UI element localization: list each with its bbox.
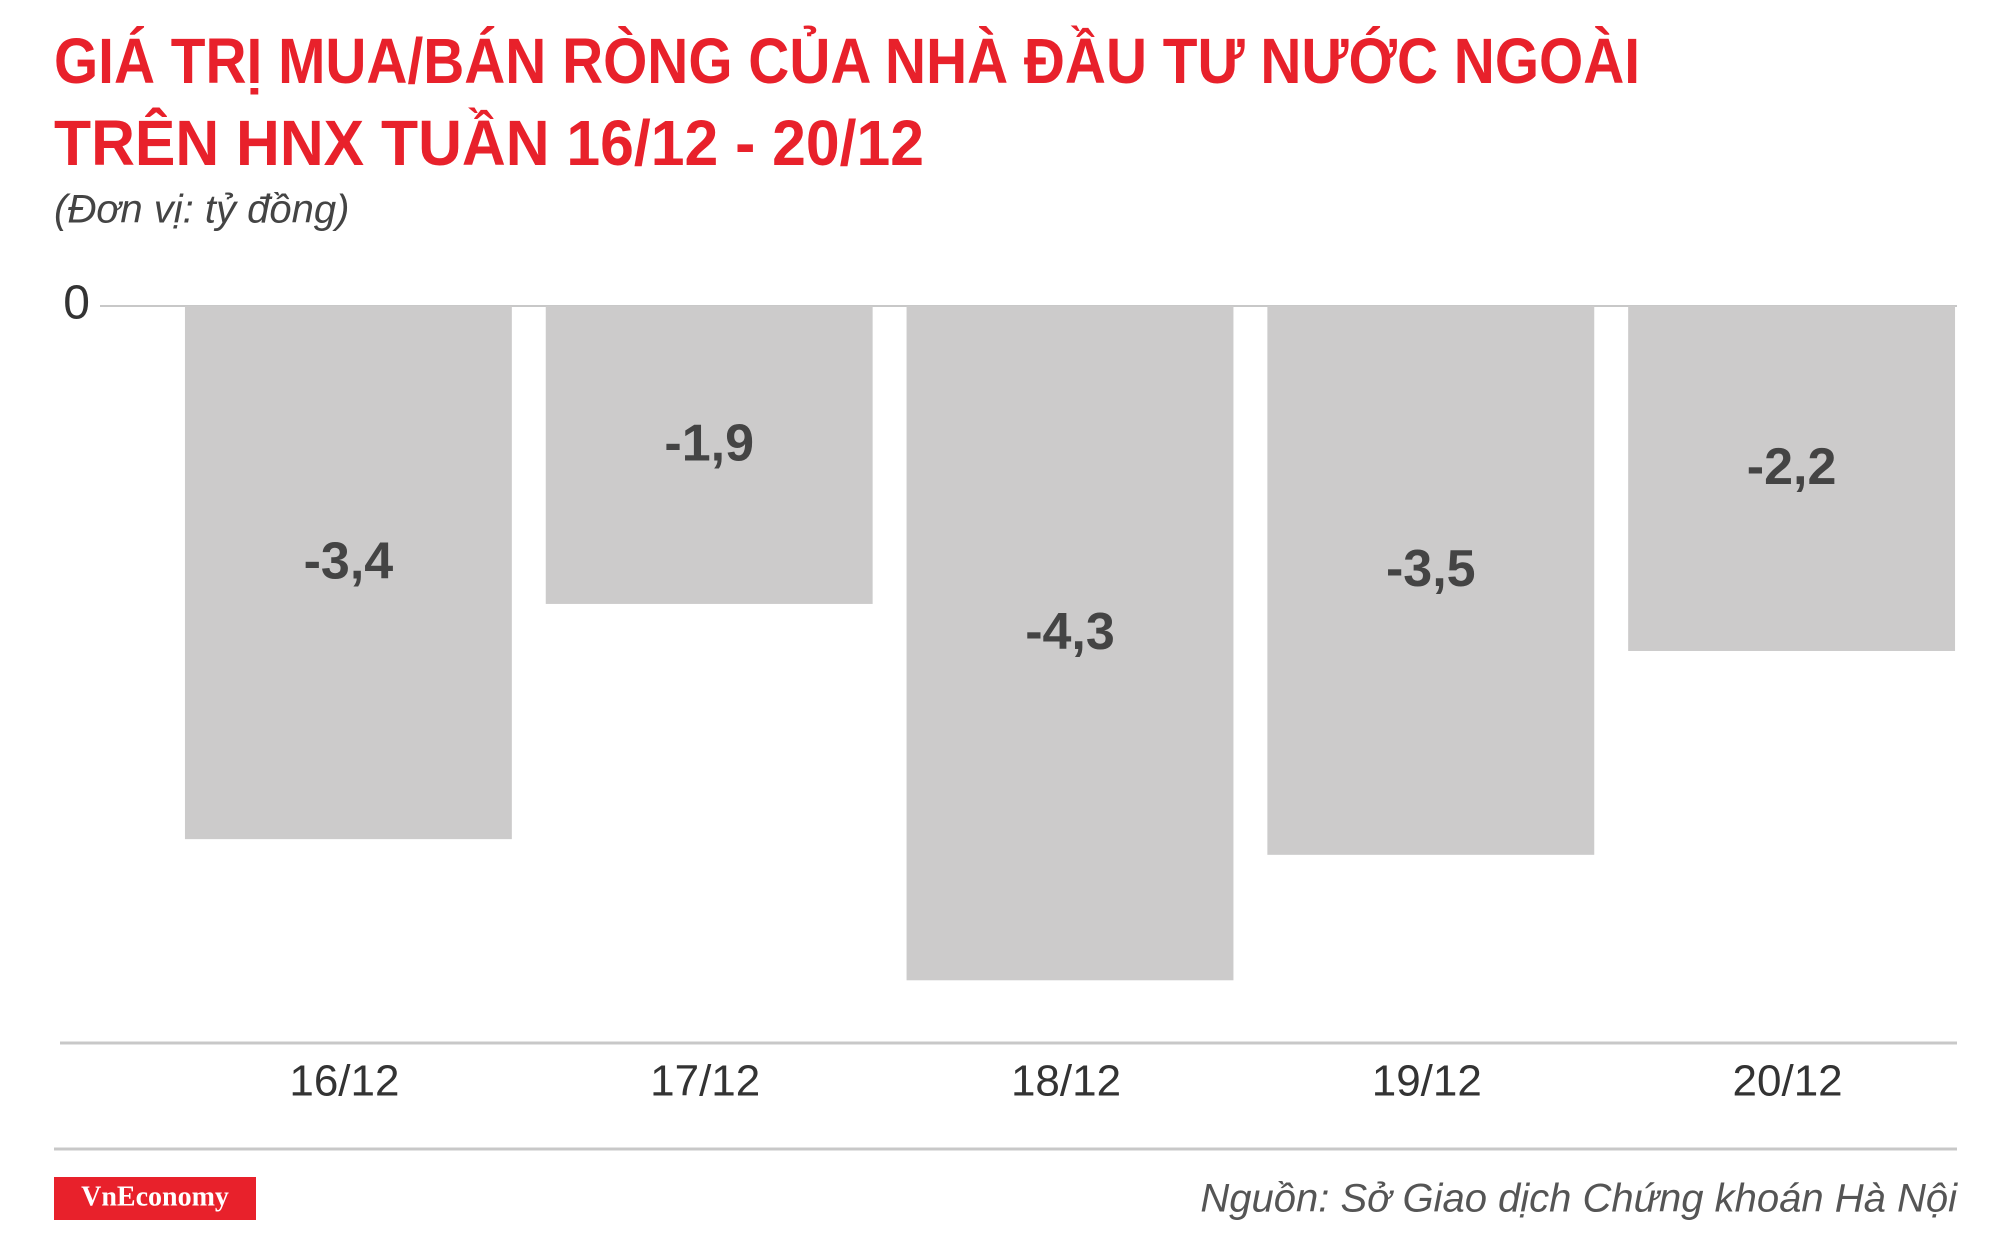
x-tick-label: 17/12 [650, 1057, 760, 1106]
source: Nguồn: Sở Giao dịch Chứng khoán Hà Nội [1200, 1177, 1958, 1221]
value-label: -1,9 [664, 415, 754, 473]
x-tick-label: 20/12 [1733, 1057, 1843, 1106]
bar [1628, 306, 1956, 651]
bar [906, 306, 1234, 981]
bar [545, 306, 873, 604]
chart-title: GIÁ TRỊ MUA/BÁN RÒNG CỦA NHÀ ĐẦU TƯ NƯỚC… [54, 24, 1640, 97]
chart-subtitle: (Đơn vị: tỷ đồng) [54, 188, 349, 232]
x-tick-label: 16/12 [289, 1057, 399, 1106]
x-tick-label: 18/12 [1011, 1057, 1121, 1106]
chart-title: TRÊN HNX TUẦN 16/12 - 20/12 [54, 106, 924, 179]
value-label: -2,2 [1747, 438, 1837, 496]
bar [1267, 306, 1595, 855]
bar [184, 306, 512, 840]
y-tick-label: 0 [63, 277, 90, 330]
value-label: -3,4 [304, 532, 394, 590]
value-label: -3,5 [1386, 540, 1476, 598]
x-tick-label: 19/12 [1372, 1057, 1482, 1106]
logo-box [54, 1177, 256, 1220]
logo: VnEconomy [81, 1181, 229, 1212]
value-label: -4,3 [1025, 603, 1115, 661]
